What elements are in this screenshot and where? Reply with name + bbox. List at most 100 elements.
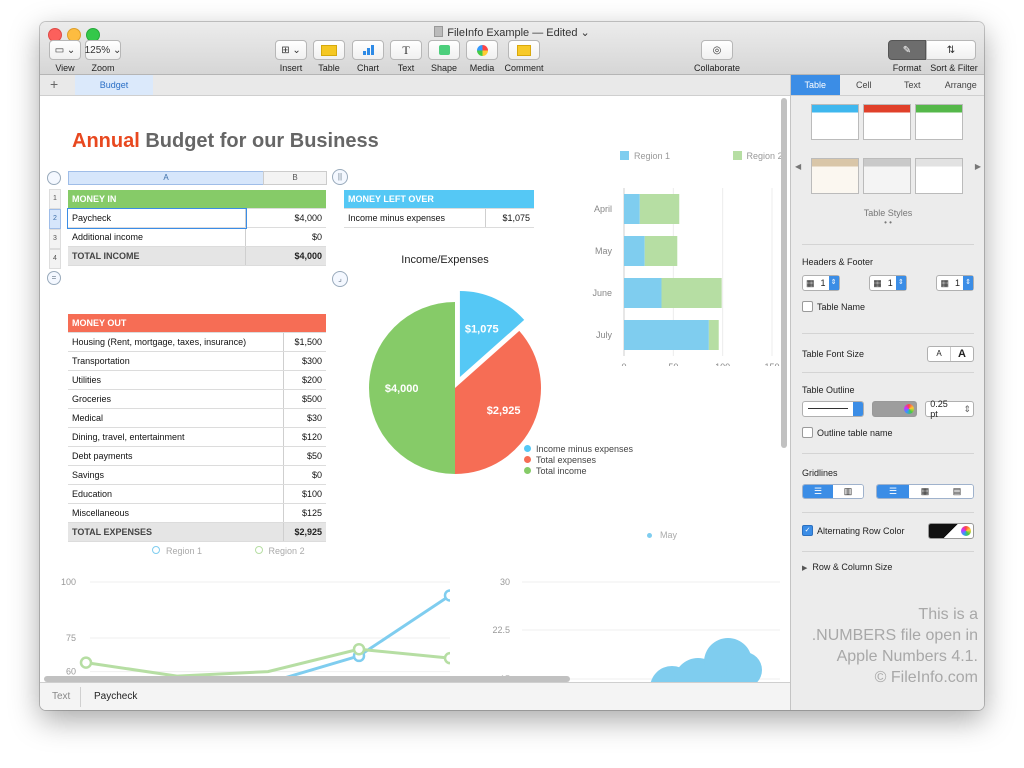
page-dots[interactable]: • •	[884, 218, 892, 227]
collaborate-tool[interactable]: ◎ Collaborate	[690, 40, 744, 73]
table-cell[interactable]: $100	[282, 484, 326, 504]
header-row-gridlines-icon[interactable]: ☰	[877, 485, 909, 498]
chart-tool[interactable]: Chart	[351, 40, 385, 73]
table-cell[interactable]: $125	[282, 503, 326, 523]
table-cell[interactable]: Transportation	[68, 351, 284, 371]
pie-chart[interactable]: $1,075 $2,925 $4,000	[340, 268, 570, 498]
alt-row-color-well[interactable]	[928, 523, 974, 539]
sheet-canvas[interactable]: Annual Budget for our Business A B || 1 …	[40, 96, 790, 682]
table-name-checkbox[interactable]: Table Name	[802, 301, 974, 312]
table-cell[interactable]: $4,000	[245, 246, 326, 266]
column-header-b[interactable]: B	[263, 171, 327, 185]
table-cell[interactable]: Paycheck	[67, 207, 247, 229]
table-style-swatch[interactable]	[915, 104, 963, 140]
table-cell[interactable]: Miscellaneous	[68, 503, 284, 523]
color-wheel-icon[interactable]	[904, 404, 915, 414]
media-button[interactable]	[466, 40, 498, 60]
media-tool[interactable]: Media	[465, 40, 499, 73]
money-in-header[interactable]: MONEY IN	[68, 190, 326, 209]
table-cell[interactable]: $1,075	[485, 208, 534, 228]
vertical-scrollbar[interactable]	[781, 98, 787, 448]
tab-text[interactable]: Text	[903, 80, 921, 90]
column-resize-handle[interactable]: ||	[332, 169, 348, 185]
table-cell[interactable]: $4,000	[245, 208, 326, 228]
table-cell[interactable]: $2,925	[282, 522, 326, 542]
stepper-arrows-icon[interactable]: ⇕	[895, 276, 906, 290]
table-cell[interactable]: $300	[282, 351, 326, 371]
sort-filter-button[interactable]: ⇅	[926, 40, 976, 60]
format-button[interactable]: ✎	[888, 40, 926, 60]
shape-button[interactable]	[428, 40, 460, 60]
outline-table-name-checkbox[interactable]: Outline table name	[802, 427, 974, 438]
footer-gridlines-icon[interactable]: ▤	[941, 485, 973, 498]
zoom-select[interactable]: 125% ⌄	[85, 40, 121, 60]
table-cell[interactable]: $50	[282, 446, 326, 466]
outline-color-well[interactable]	[871, 401, 918, 417]
zoom-tool[interactable]: 125% ⌄ Zoom	[84, 40, 122, 73]
table-cell[interactable]: Debt payments	[68, 446, 284, 466]
table-button[interactable]	[313, 40, 345, 60]
text-button[interactable]: T	[390, 40, 422, 60]
outline-style-select[interactable]	[802, 401, 864, 417]
bar-chart[interactable]: 0 50 100 150 April May June July	[540, 176, 780, 366]
select-arrows-icon[interactable]	[852, 402, 863, 416]
column-header-a[interactable]: A	[68, 171, 264, 185]
tab-arrange[interactable]: Arrange	[944, 80, 977, 90]
row-column-size-section[interactable]: ▶ Row & Column Size	[802, 562, 893, 572]
alternating-row-checkbox[interactable]: ✓ Alternating Row Color	[802, 525, 905, 536]
table-style-swatch[interactable]	[811, 158, 859, 194]
line-chart[interactable]: 100 75 60	[50, 562, 450, 682]
table-cell[interactable]: $200	[282, 370, 326, 390]
money-out-header[interactable]: MONEY OUT	[68, 314, 326, 333]
table-cell[interactable]: Additional income	[68, 227, 246, 247]
table-cell[interactable]: Dining, travel, entertainment	[68, 427, 284, 447]
table-cell[interactable]: Savings	[68, 465, 284, 485]
table-cell[interactable]: $0	[282, 465, 326, 485]
format-tool[interactable]: ✎ Format	[888, 40, 926, 73]
vertical-gridlines-icon[interactable]: ▥	[833, 485, 863, 498]
table-resize-handle[interactable]: ⌟	[332, 271, 348, 287]
table-style-swatch[interactable]	[811, 104, 859, 140]
checkbox[interactable]	[802, 301, 813, 312]
stepper-arrows-icon[interactable]: ⇕	[963, 276, 973, 290]
table-cell[interactable]: TOTAL INCOME	[68, 246, 246, 266]
checkbox[interactable]	[802, 427, 813, 438]
cell-style-label[interactable]: Text	[52, 691, 71, 702]
table-cell[interactable]: Housing (Rent, mortgage, taxes, insuranc…	[68, 332, 284, 352]
table-cell[interactable]: $500	[282, 389, 326, 409]
table-cell[interactable]: Medical	[68, 408, 284, 428]
text-tool[interactable]: T Text	[389, 40, 423, 73]
insert-tool[interactable]: ⊞ ⌄ Insert	[274, 40, 308, 73]
tab-budget[interactable]: Budget	[75, 75, 153, 95]
table-cell[interactable]: $0	[245, 227, 326, 247]
header-rows-stepper[interactable]: ▦ 1 ⇕	[802, 275, 840, 291]
table-style-swatch[interactable]	[863, 158, 911, 194]
money-left-header[interactable]: MONEY LEFT OVER	[344, 190, 534, 209]
table-cell[interactable]: Utilities	[68, 370, 284, 390]
comment-tool[interactable]: Comment	[504, 40, 544, 73]
view-tool[interactable]: ▭ ⌄ View	[47, 40, 83, 73]
cell-value-label[interactable]: Paycheck	[94, 691, 138, 702]
sort-filter-tool[interactable]: ⇅ Sort & Filter	[926, 40, 982, 73]
comment-button[interactable]	[508, 40, 540, 60]
table-tool[interactable]: Table	[312, 40, 346, 73]
add-sheet-button[interactable]: +	[50, 76, 59, 92]
view-button[interactable]: ▭ ⌄	[49, 40, 81, 60]
collaborate-button[interactable]: ◎	[701, 40, 733, 60]
table-select-handle[interactable]	[47, 171, 61, 185]
table-style-swatch[interactable]	[863, 104, 911, 140]
table-cell[interactable]: $120	[282, 427, 326, 447]
chevron-right-icon[interactable]: ▶	[974, 162, 981, 171]
chart-button[interactable]	[352, 40, 384, 60]
disclosure-triangle-icon[interactable]: ▶	[802, 565, 808, 572]
table-cell[interactable]: TOTAL EXPENSES	[68, 522, 284, 542]
row-header-4[interactable]: 4	[49, 249, 61, 269]
stepper-arrows-icon[interactable]: ⇕	[963, 403, 971, 414]
table-cell[interactable]: $1,500	[282, 332, 326, 352]
insert-button[interactable]: ⊞ ⌄	[275, 40, 307, 60]
decrease-font-button[interactable]: A	[928, 347, 951, 361]
horizontal-scrollbar[interactable]	[44, 676, 570, 682]
color-wheel-icon[interactable]	[961, 526, 971, 536]
table-cell[interactable]: $30	[282, 408, 326, 428]
table-cell[interactable]: Groceries	[68, 389, 284, 409]
